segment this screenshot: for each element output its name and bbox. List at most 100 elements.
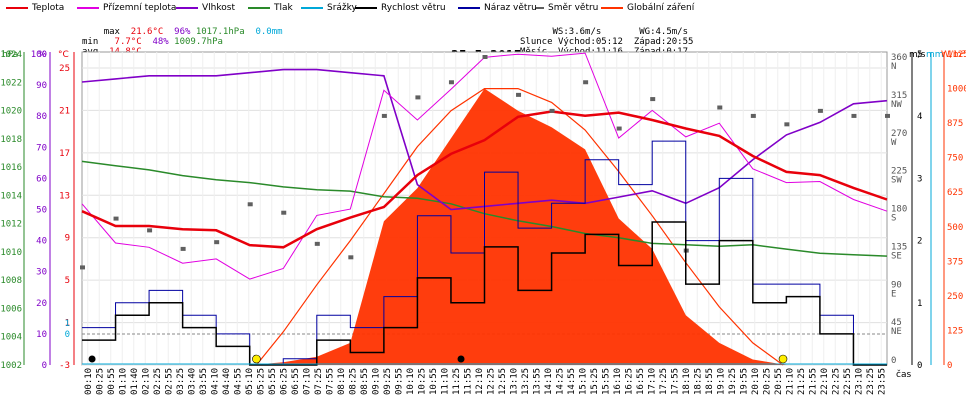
unit-mm: mm bbox=[926, 50, 944, 60]
legend-label: Přízemní teplota bbox=[103, 3, 177, 13]
humidity-tick: 50 bbox=[36, 206, 47, 216]
x-tick-label: 00:55 bbox=[107, 368, 117, 395]
x-tick-label: 19:55 bbox=[739, 368, 749, 395]
x-tick-label: 22:55 bbox=[843, 368, 853, 395]
radiation-theory-line bbox=[255, 88, 784, 366]
wind-dir-point bbox=[180, 246, 186, 251]
x-tick-label: 16:10 bbox=[613, 368, 623, 395]
x-tick-label: 12:25 bbox=[486, 368, 496, 395]
wind-dir-compass: NW bbox=[891, 100, 902, 110]
x-tick-label: 20:25 bbox=[762, 368, 772, 395]
unit-time: čas bbox=[896, 370, 912, 380]
x-tick-label: 15:10 bbox=[578, 368, 588, 395]
x-tick-label: 23:10 bbox=[854, 368, 864, 395]
humidity-tick: 90 bbox=[36, 81, 47, 91]
wind-dir-tick: 0 bbox=[891, 356, 896, 366]
humidity-tick: 30 bbox=[36, 268, 47, 278]
wind-dir-compass: SE bbox=[891, 251, 902, 261]
stats-min-hum: 48% bbox=[152, 37, 169, 47]
x-tick-label: 05:55 bbox=[268, 368, 278, 395]
x-tick-label: 10:10 bbox=[406, 368, 416, 395]
legend-item-5: Rychlost větru bbox=[355, 3, 446, 13]
humidity-tick: 70 bbox=[36, 143, 47, 153]
wind-speed-tick: 0 bbox=[917, 361, 922, 371]
x-tick-label: 14:10 bbox=[544, 368, 554, 395]
x-tick-label: 14:25 bbox=[555, 368, 565, 395]
humidity-tick: 40 bbox=[36, 237, 47, 247]
x-tick-label: 19:10 bbox=[716, 368, 726, 395]
x-tick-label: 18:25 bbox=[693, 368, 703, 395]
legend-swatch bbox=[536, 6, 544, 9]
wind-dir-point bbox=[281, 210, 287, 215]
x-tick-label: 22:10 bbox=[820, 368, 830, 395]
x-tick-label: 03:40 bbox=[187, 368, 197, 395]
x-tick-label: 02:25 bbox=[153, 368, 163, 395]
wind-dir-point bbox=[616, 126, 622, 131]
pressure-tick: 1012 bbox=[0, 220, 22, 230]
legend-item-7: Směr větru bbox=[536, 3, 598, 13]
wind-dir-point bbox=[516, 92, 522, 97]
x-tick-label: 18:10 bbox=[682, 368, 692, 395]
x-tick-label: 21:25 bbox=[797, 368, 807, 395]
wind-speed-line bbox=[82, 221, 887, 366]
wg-value: WG:4.5m/s bbox=[639, 27, 689, 37]
x-tick-label: 04:55 bbox=[233, 368, 243, 395]
stats-min-temp: 7.7°C bbox=[114, 37, 142, 47]
x-tick-label: 12:55 bbox=[498, 368, 508, 395]
wind-dir-point bbox=[214, 240, 220, 245]
humidity-tick: 10 bbox=[36, 330, 47, 340]
stats-max-press: 1017.1hPa bbox=[195, 27, 245, 37]
humidity-tick: 20 bbox=[36, 299, 47, 309]
stats-max-hum: 96% bbox=[174, 27, 191, 37]
legend-item-0: Teplota bbox=[6, 3, 64, 13]
wind-dir-point bbox=[784, 122, 790, 127]
temperature-tick: 5 bbox=[65, 276, 70, 286]
wind-dir-tick: 90 bbox=[891, 280, 902, 290]
humidity-tick: 0 bbox=[42, 361, 47, 371]
pressure-tick: 1020 bbox=[0, 107, 22, 117]
temperature-tick: -3 bbox=[59, 361, 70, 371]
stats-min-label: min bbox=[82, 37, 99, 47]
stats-min-press: 1009.7hPa bbox=[174, 37, 223, 47]
legend-label: Srážky bbox=[327, 3, 357, 13]
stats-max-rain: 0.0mm bbox=[255, 27, 283, 37]
x-tick-label: 11:10 bbox=[440, 368, 450, 395]
x-tick-label: 11:25 bbox=[452, 368, 462, 395]
legend-item-2: Vlhkost bbox=[176, 3, 235, 13]
rain-tick-left: 1 bbox=[65, 319, 70, 329]
pressure-tick: 1002 bbox=[0, 361, 22, 371]
radiation-tick: 375 bbox=[947, 257, 963, 267]
wind-dir-point bbox=[247, 202, 253, 207]
x-tick-label: 20:55 bbox=[774, 368, 784, 395]
pressure-tick: 1024 bbox=[0, 50, 22, 60]
pressure-tick: 1004 bbox=[0, 333, 22, 343]
x-tick-label: 05:10 bbox=[245, 368, 255, 395]
humidity-tick: 60 bbox=[36, 174, 47, 184]
moonrise-marker bbox=[457, 355, 465, 363]
legend-swatch bbox=[176, 6, 198, 9]
x-tick-label: 02:10 bbox=[141, 368, 151, 395]
legend-swatch bbox=[301, 6, 323, 9]
x-tick-label: 08:25 bbox=[348, 368, 358, 395]
radiation-tick: 1125 bbox=[947, 50, 966, 60]
legend-swatch bbox=[601, 6, 623, 9]
unit-degc: °C bbox=[58, 50, 69, 60]
wind-dir-compass: SW bbox=[891, 176, 902, 186]
x-tick-label: 23:55 bbox=[877, 368, 887, 395]
x-tick-label: 00:25 bbox=[95, 368, 105, 395]
x-tick-label: 03:25 bbox=[176, 368, 186, 395]
humidity-tick: 100 bbox=[31, 50, 47, 60]
x-tick-label: 20:10 bbox=[751, 368, 761, 395]
wind-dir-point bbox=[549, 108, 555, 113]
x-tick-label: 13:10 bbox=[509, 368, 519, 395]
x-tick-label: 23:25 bbox=[866, 368, 876, 395]
legend-label: Rychlost větru bbox=[381, 3, 446, 13]
x-tick-label: 02:55 bbox=[164, 368, 174, 395]
unit-hpa: hPa bbox=[2, 50, 19, 60]
x-tick-label: 17:10 bbox=[647, 368, 657, 395]
wind-dir-compass: W bbox=[891, 138, 897, 148]
legend-item-8: Globální záření bbox=[601, 3, 694, 13]
wind-dir-compass: E bbox=[891, 289, 896, 299]
